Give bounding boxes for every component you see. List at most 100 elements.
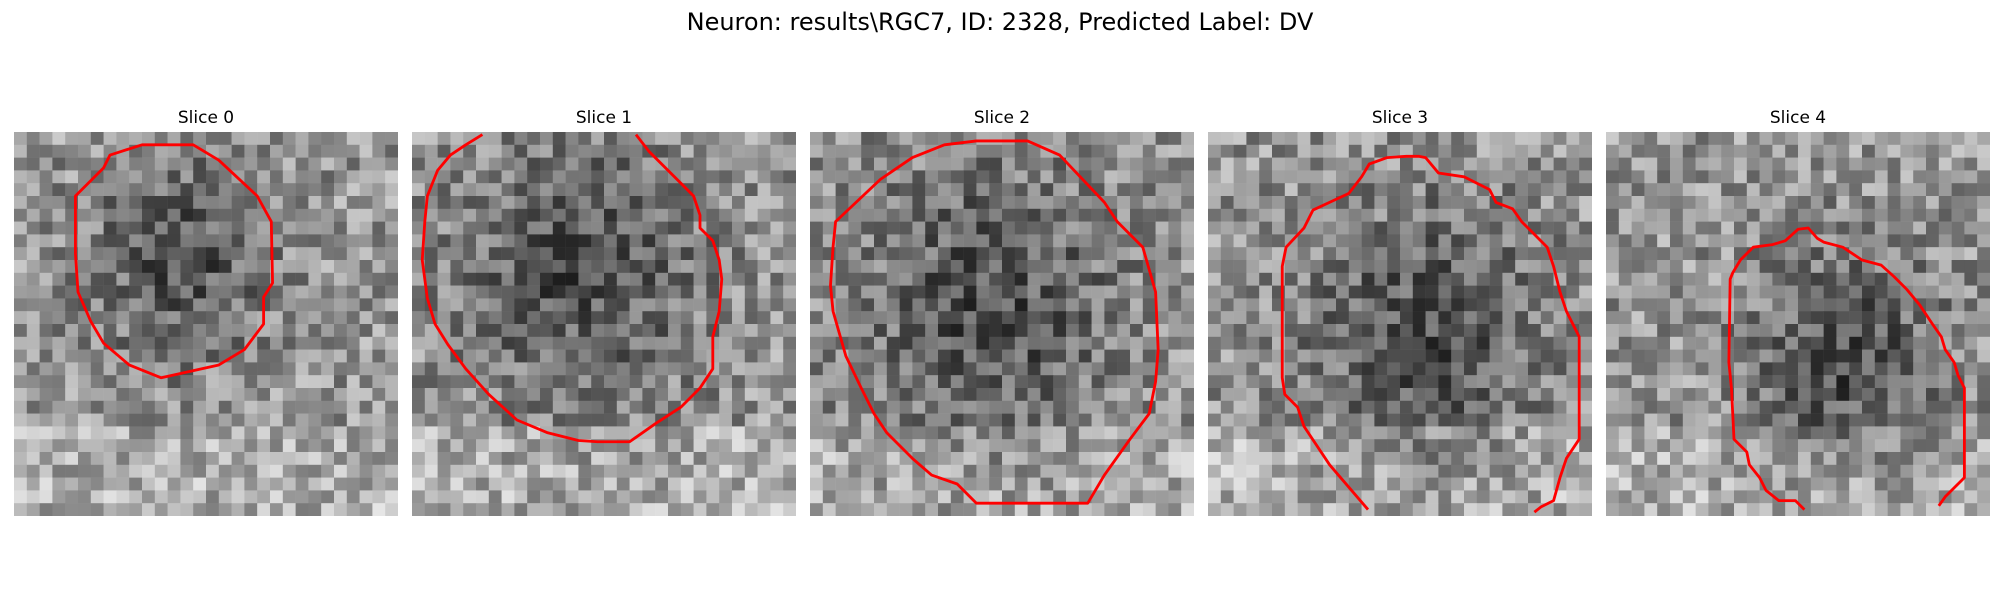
- noise-pixel: [463, 503, 477, 516]
- noise-pixel: [1412, 234, 1426, 248]
- noise-pixel: [591, 247, 605, 261]
- noise-pixel: [14, 439, 28, 453]
- noise-pixel: [706, 503, 720, 516]
- noise-pixel: [385, 490, 398, 504]
- noise-pixel: [488, 413, 502, 427]
- noise-pixel: [1155, 234, 1169, 248]
- noise-pixel: [1823, 400, 1837, 414]
- noise-pixel: [257, 183, 271, 197]
- noise-pixel: [604, 426, 618, 440]
- noise-pixel: [552, 362, 566, 376]
- noise-pixel: [1874, 349, 1888, 363]
- noise-pixel: [616, 324, 630, 338]
- noise-pixel: [514, 234, 528, 248]
- noise-pixel: [1772, 477, 1786, 491]
- noise-pixel: [1425, 362, 1439, 376]
- noise-pixel: [334, 285, 348, 299]
- noise-pixel: [90, 490, 104, 504]
- noise-pixel: [1938, 452, 1952, 466]
- noise-pixel: [1220, 490, 1234, 504]
- noise-pixel: [193, 426, 207, 440]
- noise-pixel: [950, 426, 964, 440]
- noise-pixel: [848, 490, 862, 504]
- noise-pixel: [129, 234, 143, 248]
- noise-pixel: [732, 157, 746, 171]
- noise-pixel: [1400, 144, 1414, 158]
- noise-pixel: [835, 157, 849, 171]
- noise-pixel: [783, 464, 796, 478]
- noise-pixel: [1155, 388, 1169, 402]
- noise-pixel: [642, 324, 656, 338]
- noise-pixel: [193, 311, 207, 325]
- noise-pixel: [1078, 413, 1092, 427]
- noise-pixel: [1464, 260, 1478, 274]
- noise-pixel: [26, 490, 40, 504]
- noise-pixel: [822, 464, 836, 478]
- noise-pixel: [874, 221, 888, 235]
- noise-pixel: [1606, 170, 1620, 184]
- noise-pixel: [244, 375, 258, 389]
- noise-pixel: [1708, 400, 1722, 414]
- noise-pixel: [270, 183, 284, 197]
- noise-pixel: [514, 196, 528, 210]
- noise-pixel: [1977, 362, 1990, 376]
- noise-pixel: [1259, 362, 1273, 376]
- noise-pixel: [1208, 285, 1222, 299]
- noise-pixel: [616, 247, 630, 261]
- noise-pixel: [616, 349, 630, 363]
- noise-pixel: [783, 413, 796, 427]
- noise-pixel: [1695, 221, 1709, 235]
- noise-pixel: [321, 413, 335, 427]
- noise-pixel: [1155, 311, 1169, 325]
- noise-pixel: [1785, 272, 1799, 286]
- noise-pixel: [180, 208, 194, 222]
- noise-pixel: [1246, 349, 1260, 363]
- noise-pixel: [1657, 208, 1671, 222]
- noise-pixel: [1130, 375, 1144, 389]
- noise-pixel: [1810, 208, 1824, 222]
- noise-pixel: [1913, 362, 1927, 376]
- noise-pixel: [1246, 388, 1260, 402]
- noise-pixel: [1168, 490, 1182, 504]
- noise-pixel: [1836, 362, 1850, 376]
- noise-pixel: [578, 336, 592, 350]
- noise-pixel: [874, 234, 888, 248]
- noise-pixel: [1515, 234, 1529, 248]
- noise-pixel: [1387, 132, 1401, 146]
- noise-pixel: [1951, 324, 1965, 338]
- noise-pixel: [719, 503, 733, 516]
- noise-pixel: [1117, 503, 1131, 516]
- noise-pixel: [1002, 375, 1016, 389]
- noise-pixel: [501, 144, 515, 158]
- noise-pixel: [1657, 183, 1671, 197]
- noise-pixel: [1451, 247, 1465, 261]
- noise-pixel: [1798, 285, 1812, 299]
- noise-pixel: [578, 503, 592, 516]
- noise-pixel: [359, 349, 373, 363]
- noise-pixel: [899, 349, 913, 363]
- noise-pixel: [26, 183, 40, 197]
- noise-pixel: [1297, 336, 1311, 350]
- noise-pixel: [1746, 183, 1760, 197]
- noise-pixel: [1066, 336, 1080, 350]
- noise-pixel: [1297, 247, 1311, 261]
- noise-pixel: [1644, 375, 1658, 389]
- noise-pixel: [680, 144, 694, 158]
- noise-pixel: [950, 311, 964, 325]
- noise-pixel: [1553, 196, 1567, 210]
- noise-pixel: [783, 336, 796, 350]
- noise-pixel: [437, 311, 451, 325]
- noise-pixel: [912, 234, 926, 248]
- noise-pixel: [1387, 221, 1401, 235]
- noise-pixel: [1066, 298, 1080, 312]
- noise-pixel: [1553, 362, 1567, 376]
- noise-pixel: [732, 336, 746, 350]
- noise-pixel: [989, 452, 1003, 466]
- noise-pixel: [206, 452, 220, 466]
- noise-pixel: [424, 464, 438, 478]
- noise-pixel: [1272, 490, 1286, 504]
- noise-pixel: [1181, 503, 1194, 516]
- noise-pixel: [1785, 298, 1799, 312]
- noise-pixel: [180, 464, 194, 478]
- noise-pixel: [321, 324, 335, 338]
